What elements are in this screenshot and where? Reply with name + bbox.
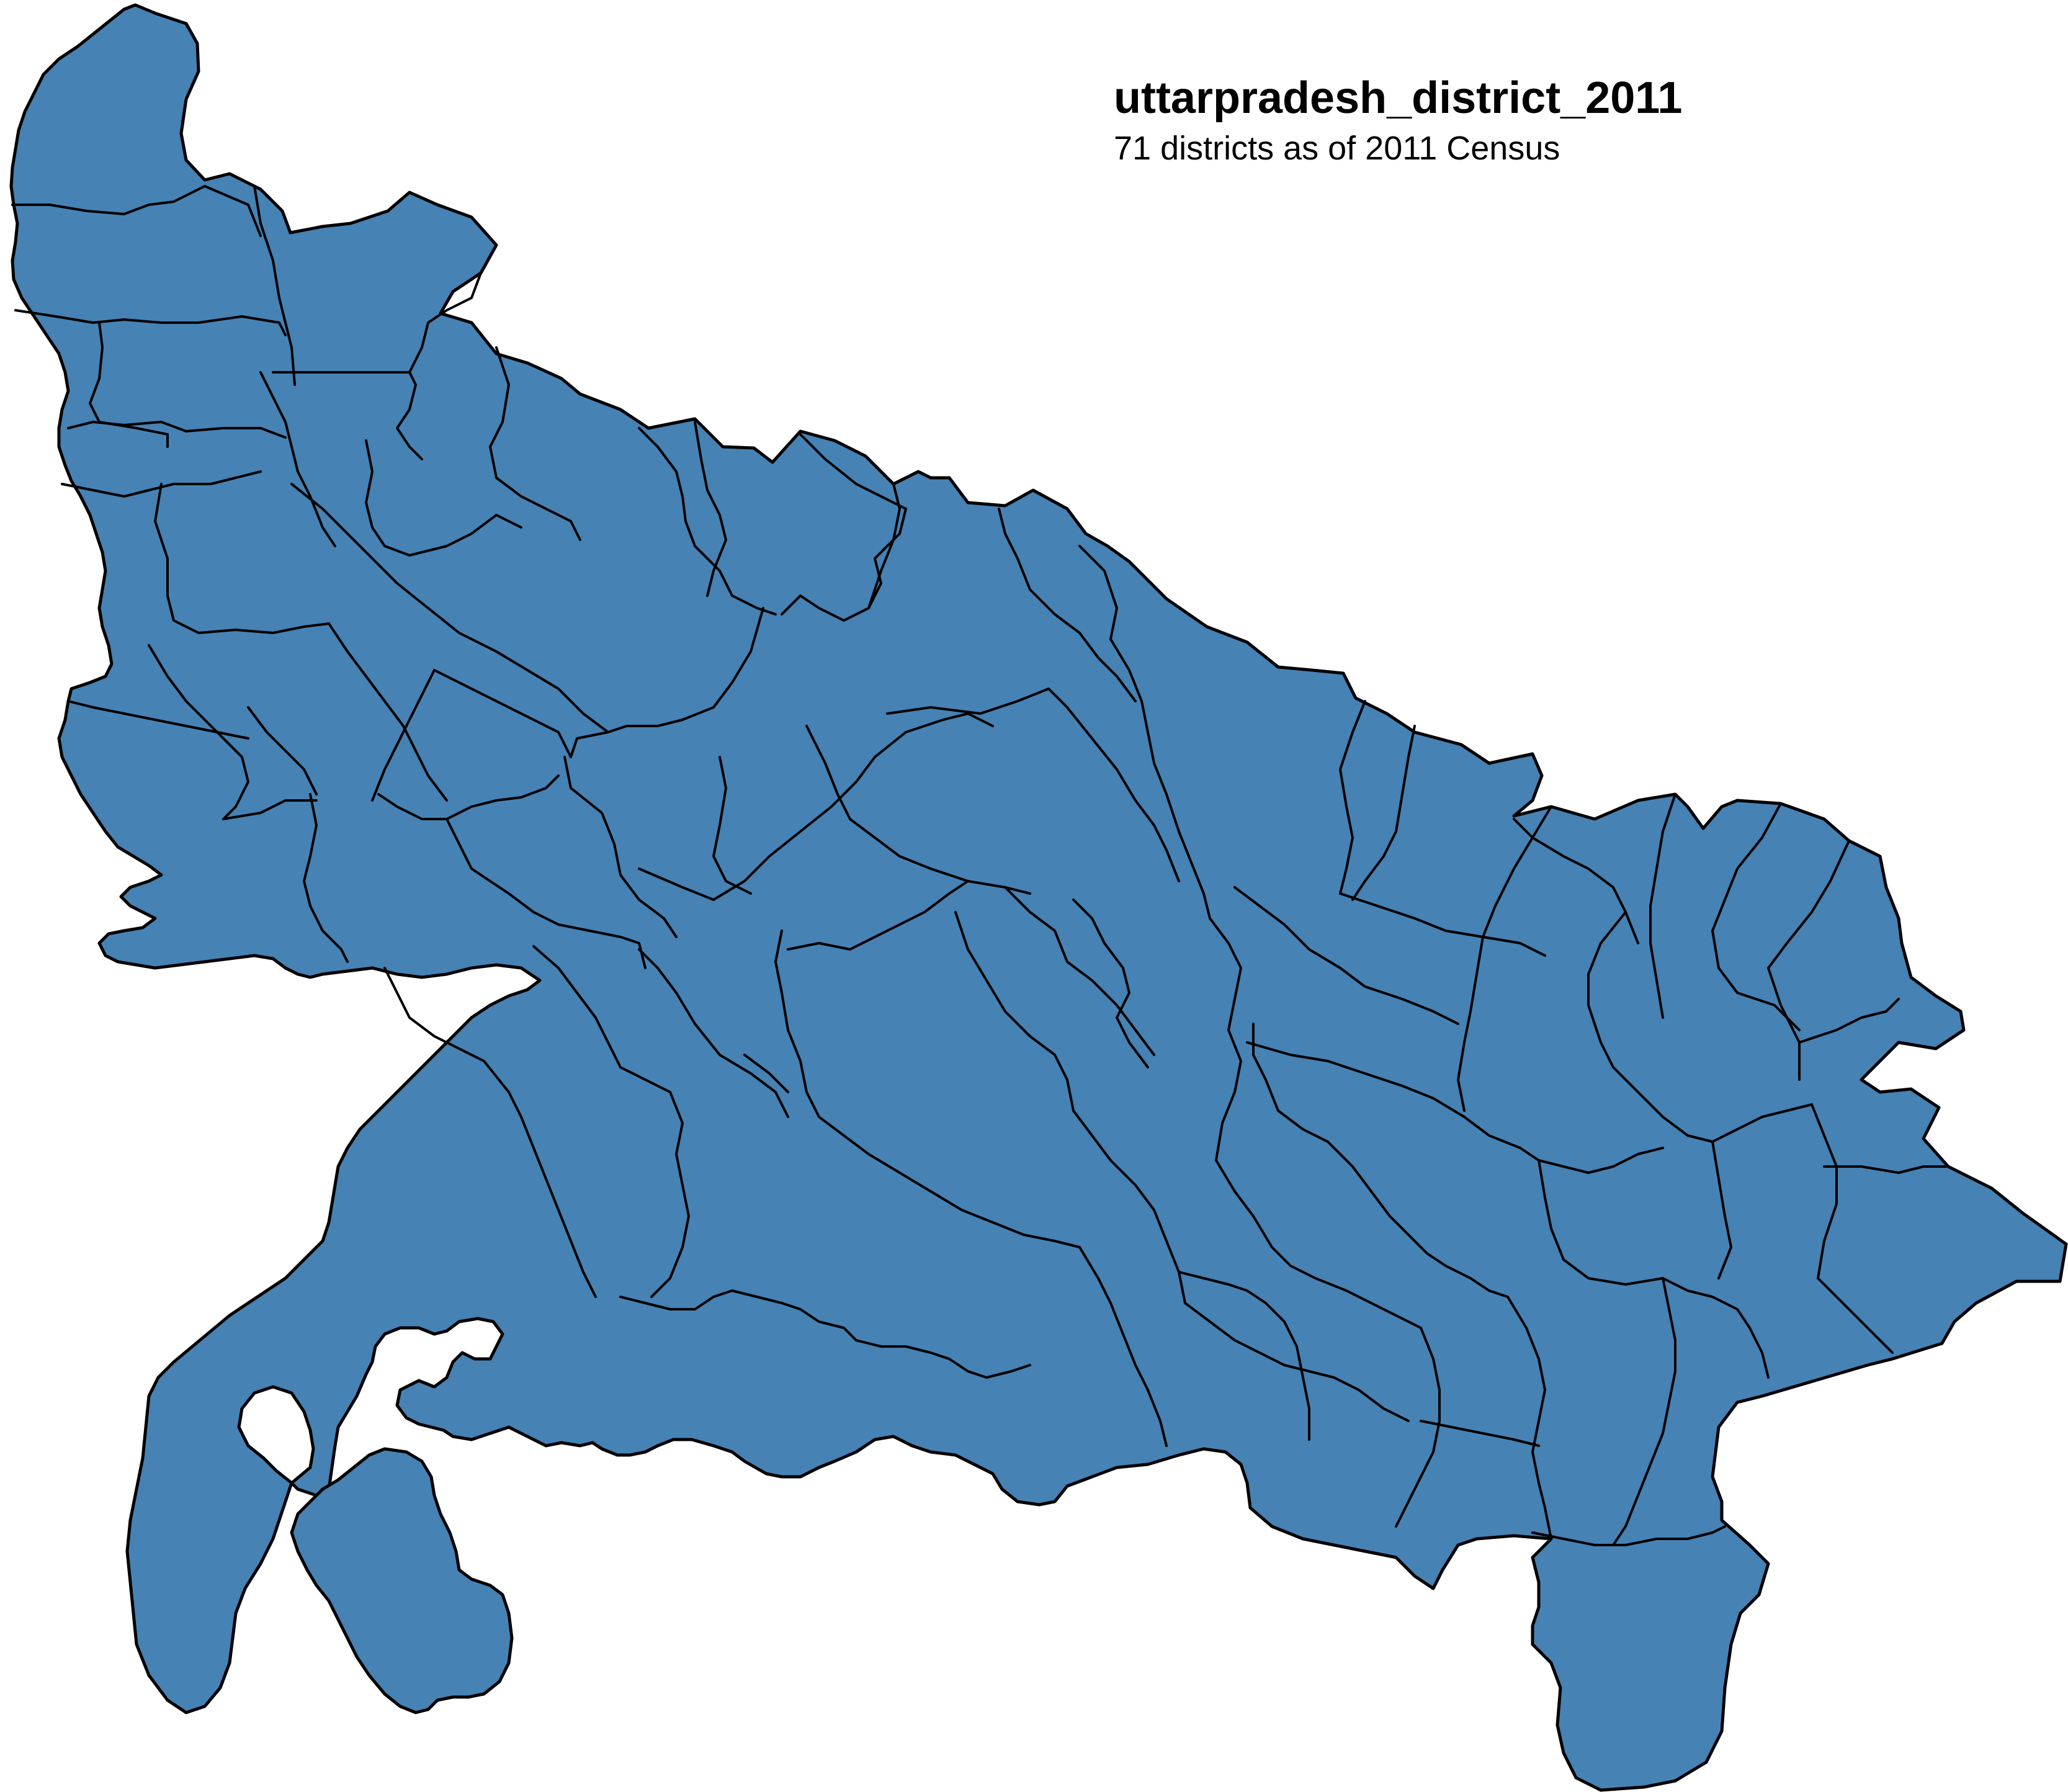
lalitpur-region: [290, 1447, 514, 1714]
map-subtitle: 71 districts as of 2011 Census: [1114, 130, 1560, 167]
map-title: uttarpradesh_district_2011: [1114, 73, 1683, 123]
state-outline: [9, 3, 2068, 1792]
district-boundaries: [11, 185, 1949, 1546]
